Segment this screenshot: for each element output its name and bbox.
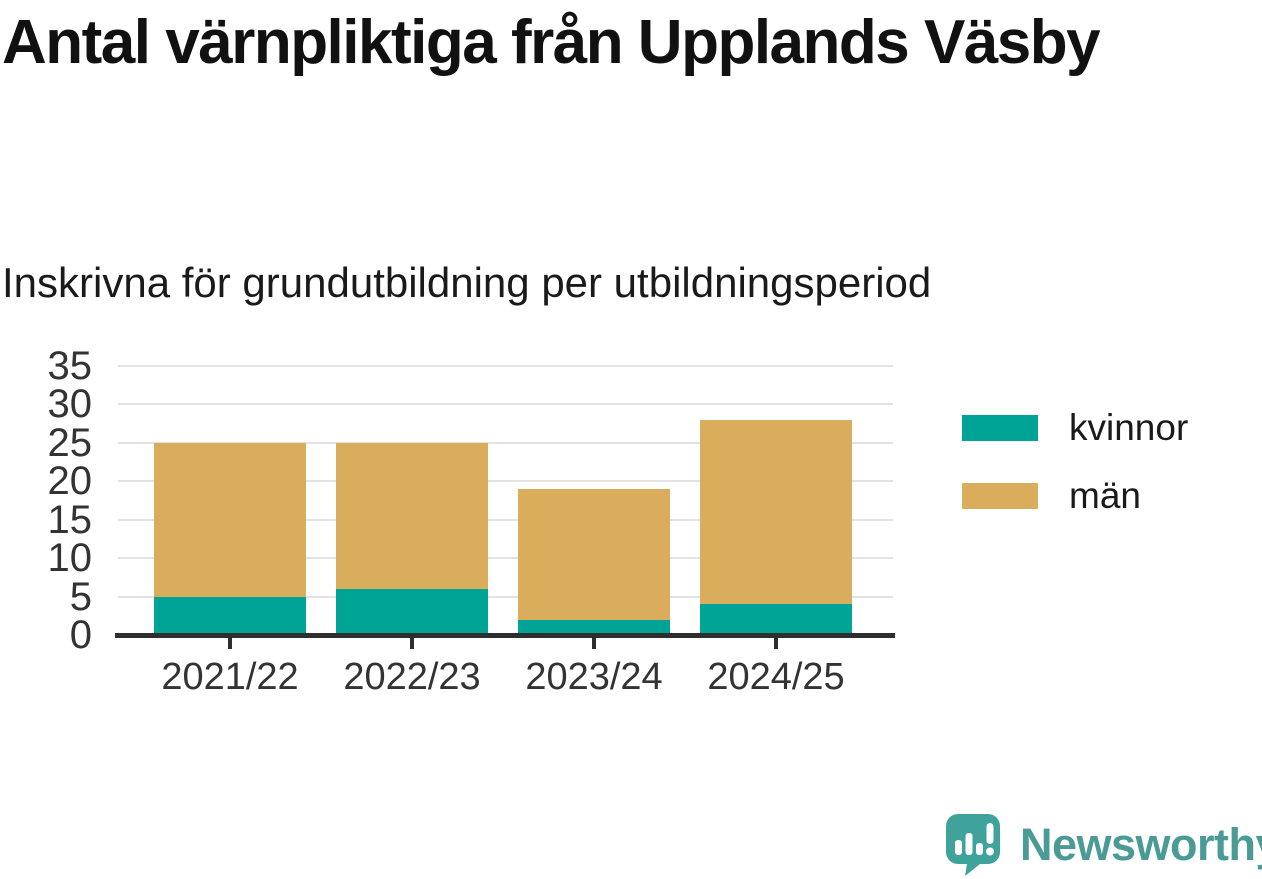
gridline: [118, 441, 893, 444]
x-axis-label: 2022/23: [343, 656, 481, 698]
legend-label: män: [1069, 475, 1141, 516]
stacked-bar-chart: 0 5 10 15 20 25 30 35 2021/22 2022/23 2023/24 2024…: [0, 346, 940, 716]
plot-area: [118, 365, 893, 635]
x-axis-tick: [774, 638, 778, 649]
bar-segment-män[interactable]: [154, 442, 306, 597]
x-axis-tick: [592, 638, 596, 649]
newsworthy-logo-text: Newsworthy: [1020, 819, 1262, 870]
chart-subtitle: Inskrivna för grundutbildning per utbild…: [2, 259, 932, 306]
legend-item-kvinnor[interactable]: kvinnor: [962, 408, 1188, 448]
legend-item-män[interactable]: män: [962, 476, 1188, 516]
legend-label: kvinnor: [1069, 407, 1189, 448]
bar-segment-kvinnor[interactable]: [336, 588, 488, 635]
y-axis-tick-label: 5: [69, 574, 92, 619]
newsworthy-chart-bubble-icon: [946, 814, 1000, 876]
y-axis-tick-label: 10: [47, 536, 93, 581]
x-axis-label: 2021/22: [161, 656, 299, 698]
bar-segment-kvinnor[interactable]: [518, 619, 670, 635]
chart-title: Antal värnpliktiga från Upplands Väsby: [2, 8, 1101, 77]
x-axis-tick: [410, 638, 414, 649]
y-axis-tick-label: 30: [47, 382, 93, 427]
x-axis-label: 2023/24: [525, 656, 663, 698]
legend-swatch-icon: [962, 483, 1038, 509]
gridline: [118, 518, 893, 521]
gridline: [118, 595, 893, 598]
legend-swatch-icon: [962, 415, 1038, 441]
y-axis-tick-label: 15: [47, 497, 93, 542]
x-axis-tick: [228, 638, 232, 649]
chart-legend: kvinnor män: [962, 408, 1188, 516]
y-axis-tick-label: 25: [47, 420, 93, 465]
bar-segment-män[interactable]: [700, 419, 852, 605]
x-axis-label: 2024/25: [707, 656, 845, 698]
bar-segment-kvinnor[interactable]: [154, 596, 306, 635]
y-axis: 0 5 10 15 20 25 30 35: [0, 346, 93, 655]
y-axis-tick-label: 20: [47, 459, 93, 504]
y-axis-tick-label: 35: [47, 344, 93, 388]
gridline: [118, 557, 893, 560]
y-axis-tick-label: 0: [69, 613, 92, 657]
gridline: [118, 403, 893, 406]
bar-segment-kvinnor[interactable]: [700, 604, 852, 635]
newsworthy-logo[interactable]: Newsworthy: [946, 813, 1262, 877]
gridline: [118, 480, 893, 483]
bar-segment-män[interactable]: [336, 442, 488, 589]
x-axis: 2021/22 2022/23 2023/24 2024/25: [118, 638, 893, 708]
x-axis-line: [115, 633, 895, 638]
bar-segment-män[interactable]: [518, 488, 670, 620]
gridline: [118, 365, 893, 367]
